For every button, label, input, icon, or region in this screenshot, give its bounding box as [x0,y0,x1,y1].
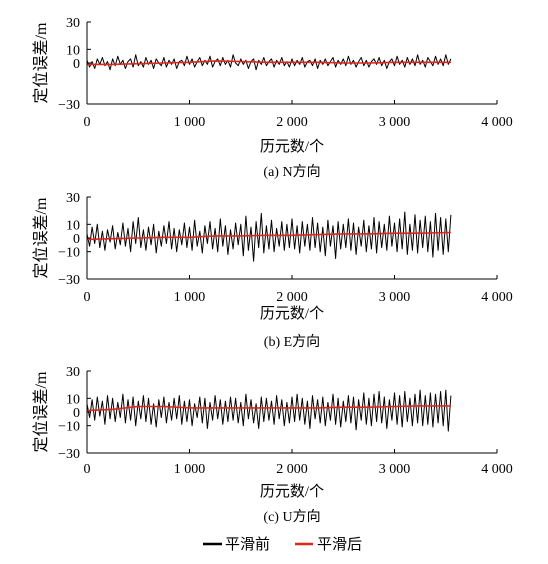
y-axis-title: 定位误差/m [32,197,50,278]
x-tick-label: 3 000 [379,115,411,130]
smoothed-series-line [86,231,451,241]
x-tick-label: 0 [84,462,91,477]
x-tick-label: 3 000 [379,462,411,477]
y-tick-label: 0 [73,57,80,72]
y-tick-label: −30 [58,273,80,288]
y-tick-label: −10 [58,246,80,261]
plot-area [86,389,452,432]
y-axis-title: 定位误差/m [32,22,50,103]
y-axis-title: 定位误差/m [32,371,50,452]
panel-caption: (c) U方向 [263,509,320,525]
panel-caption: (b) E方向 [264,334,320,350]
panel-caption: (a) N方向 [263,164,320,180]
y-tick-label: 0 [73,232,80,247]
x-tick-label: 1 000 [174,115,206,130]
x-axis-title: 历元数/个 [260,483,324,500]
x-tick-label: 1 000 [174,290,206,305]
x-tick-label: 4 000 [481,115,513,130]
x-axis-title: 历元数/个 [260,138,324,155]
x-axis-title: 历元数/个 [260,305,324,322]
y-tick-label: 30 [66,16,80,31]
x-tick-label: 1 000 [174,462,206,477]
legend-label-smoothed: 平滑后 [317,536,362,553]
x-tick-label: 2 000 [276,290,308,305]
legend: 平滑前 平滑后 [203,536,362,553]
y-tick-label: 10 [66,392,80,407]
x-tick-label: 4 000 [481,290,513,305]
x-tick-label: 4 000 [481,462,513,477]
x-tick-label: 3 000 [379,290,411,305]
smoothed-series-line [87,60,451,66]
x-tick-label: 2 000 [276,115,308,130]
legend-label-unsmoothed: 平滑前 [225,536,270,553]
plot-area [86,54,452,71]
y-tick-label: 30 [66,191,80,206]
y-tick-label: 10 [66,218,80,233]
smoothed-series-line [86,405,451,412]
x-tick-label: 0 [84,290,91,305]
y-tick-label: −30 [58,447,80,462]
x-tick-label: 0 [84,115,91,130]
y-tick-label: 30 [66,365,80,380]
y-tick-label: 10 [66,43,80,58]
unsmoothed-series-line [86,211,452,262]
plot-area [86,211,452,262]
y-tick-label: 0 [73,406,80,421]
x-tick-label: 2 000 [276,462,308,477]
y-tick-label: −30 [58,98,80,113]
y-tick-label: −10 [58,420,80,435]
